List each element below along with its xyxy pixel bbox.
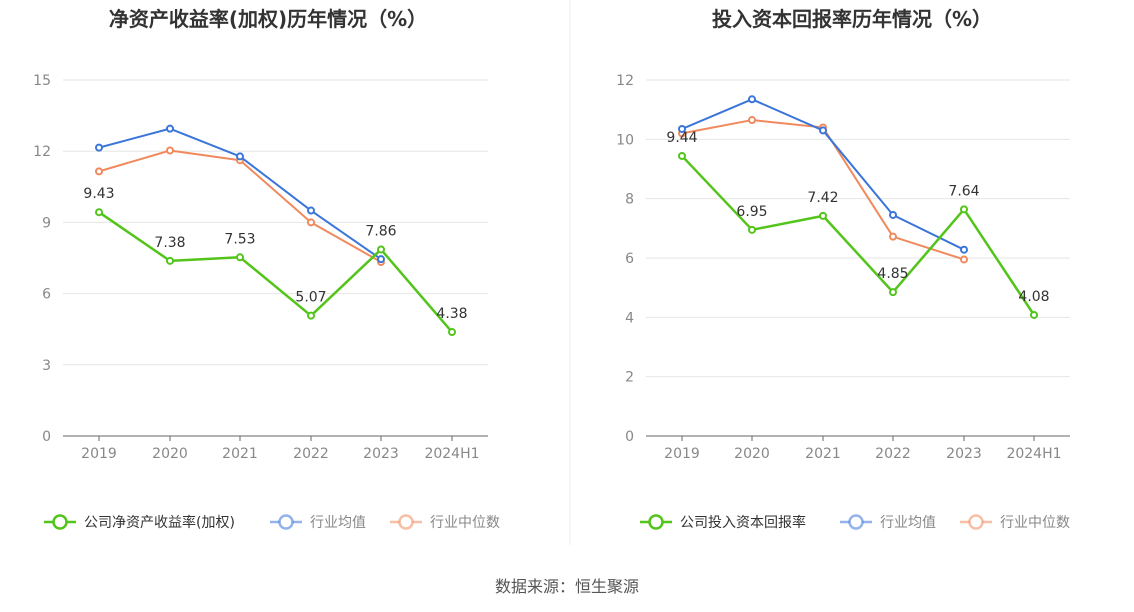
legend-marker (398, 514, 414, 530)
data-point[interactable] (678, 124, 686, 133)
data-label: 4.38 (436, 306, 467, 322)
data-point[interactable] (166, 124, 174, 133)
data-point[interactable] (889, 210, 897, 219)
x-tick-label: 2024H1 (424, 446, 479, 462)
legend-marker (968, 514, 984, 530)
legend-item[interactable]: 行业中位数 (390, 514, 500, 531)
legend-label: 行业均值 (310, 515, 366, 531)
legend-item[interactable]: 行业中位数 (960, 514, 1070, 531)
x-tick-label: 2023 (946, 446, 982, 462)
x-tick-label: 2023 (363, 446, 399, 462)
legend-label: 行业中位数 (1000, 515, 1070, 531)
x-tick-label: 2020 (152, 446, 188, 462)
data-label: 5.07 (295, 290, 326, 306)
y-tick-label: 0 (42, 429, 51, 445)
x-tick-label: 2021 (222, 446, 258, 462)
data-point[interactable] (960, 205, 968, 214)
data-point[interactable] (307, 218, 315, 227)
y-tick-label: 6 (625, 251, 634, 267)
data-point[interactable] (95, 208, 103, 217)
data-point[interactable] (819, 211, 827, 220)
chart-title: 投入资本回报率历年情况（%） (712, 7, 992, 31)
legend-marker (52, 514, 68, 530)
x-tick-label: 2024H1 (1006, 446, 1061, 462)
legend-label: 行业中位数 (430, 515, 500, 531)
y-tick-label: 8 (625, 192, 634, 208)
legend-item[interactable]: 行业均值 (270, 514, 366, 531)
legend-label: 公司净资产收益率(加权) (84, 514, 235, 531)
data-label: 7.38 (154, 235, 185, 251)
data-point[interactable] (307, 206, 315, 215)
data-point[interactable] (236, 253, 244, 262)
y-tick-label: 12 (616, 73, 634, 89)
y-tick-label: 15 (33, 73, 51, 89)
legend-item[interactable]: 公司净资产收益率(加权) (44, 514, 235, 531)
legend-marker (848, 514, 864, 530)
x-tick-label: 2020 (734, 446, 770, 462)
data-point[interactable] (95, 143, 103, 152)
x-tick-label: 2022 (875, 446, 911, 462)
data-label: 4.85 (877, 266, 908, 282)
data-label: 7.86 (365, 223, 396, 239)
roic-chart-panel: 投入资本回报率历年情况（%） 0 2 4 6 8 10 12 2019 2020 2021 2022 2… (616, 7, 1070, 531)
data-point[interactable] (307, 311, 315, 320)
y-tick-label: 9 (42, 215, 51, 231)
y-tick-label: 0 (625, 429, 634, 445)
data-point[interactable] (377, 255, 385, 264)
data-label: 9.44 (666, 130, 697, 146)
series-line (98, 211, 453, 333)
y-tick-label: 2 (625, 370, 634, 386)
legend-marker (278, 514, 294, 530)
data-point[interactable] (748, 225, 756, 234)
data-point[interactable] (889, 288, 897, 297)
legend-label: 行业均值 (880, 515, 936, 531)
x-tick-label: 2019 (664, 446, 700, 462)
y-tick-label: 4 (625, 310, 634, 326)
data-point[interactable] (377, 245, 385, 254)
x-tick-label: 2022 (293, 446, 329, 462)
data-label: 9.43 (83, 186, 114, 202)
data-point[interactable] (678, 151, 686, 160)
data-point[interactable] (95, 167, 103, 176)
data-label: 6.95 (736, 204, 767, 220)
data-point[interactable] (819, 126, 827, 135)
legend-label: 公司投入资本回报率 (680, 514, 806, 531)
data-point[interactable] (960, 245, 968, 254)
data-point[interactable] (166, 256, 174, 265)
data-point[interactable] (748, 116, 756, 125)
data-point[interactable] (960, 255, 968, 264)
y-tick-label: 12 (33, 144, 51, 160)
data-label: 7.53 (224, 231, 255, 247)
data-point[interactable] (166, 146, 174, 155)
legend-marker (648, 514, 664, 530)
series-line (681, 155, 1036, 316)
y-tick-label: 6 (42, 287, 51, 303)
y-tick-label: 10 (616, 132, 634, 148)
data-source: 数据来源：恒生聚源 (495, 577, 639, 596)
data-point[interactable] (889, 232, 897, 241)
data-label: 7.42 (807, 190, 838, 206)
data-label: 7.64 (948, 183, 979, 199)
legend-item[interactable]: 行业均值 (840, 514, 936, 531)
data-point[interactable] (236, 152, 244, 161)
y-tick-label: 3 (42, 358, 51, 374)
x-tick-label: 2021 (805, 446, 841, 462)
data-point[interactable] (748, 95, 756, 104)
x-tick-label: 2019 (81, 446, 117, 462)
data-point[interactable] (448, 328, 456, 337)
roe-chart-panel: 净资产收益率(加权)历年情况（%） 0 3 6 9 12 15 2019 2020 2021 202… (33, 7, 500, 531)
legend-item[interactable]: 公司投入资本回报率 (640, 514, 806, 531)
data-label: 4.08 (1018, 289, 1049, 305)
series-line (681, 98, 965, 251)
data-point[interactable] (1030, 310, 1038, 319)
chart-title: 净资产收益率(加权)历年情况（%） (109, 7, 427, 31)
